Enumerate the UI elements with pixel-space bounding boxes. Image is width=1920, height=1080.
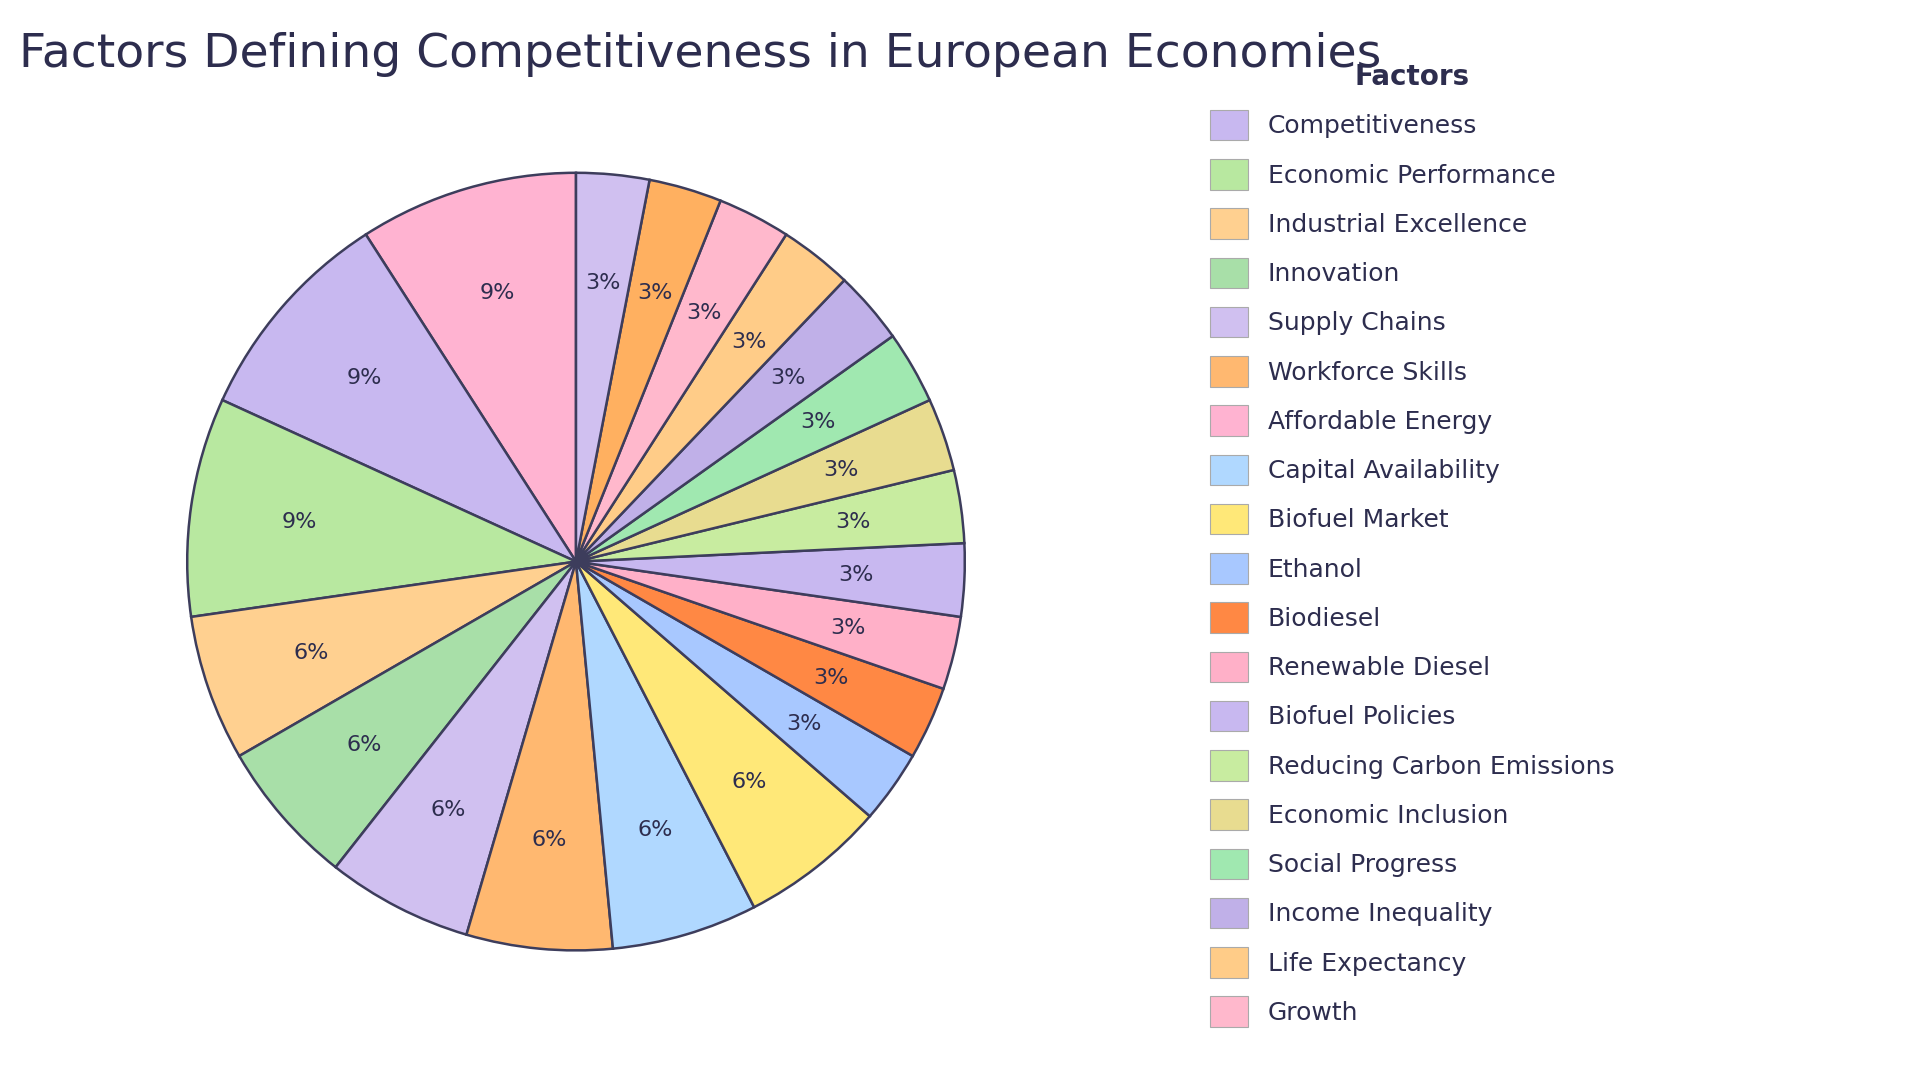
Text: 3%: 3% [787, 714, 822, 734]
Text: 3%: 3% [586, 273, 620, 293]
Text: 3%: 3% [770, 368, 804, 389]
Wedge shape [576, 543, 964, 617]
Text: 3%: 3% [812, 667, 849, 688]
Legend: Competitiveness, Economic Performance, Industrial Excellence, Innovation, Supply: Competitiveness, Economic Performance, I… [1204, 56, 1622, 1035]
Wedge shape [576, 562, 960, 689]
Text: 3%: 3% [829, 618, 866, 637]
Wedge shape [576, 470, 964, 562]
Wedge shape [576, 400, 954, 562]
Text: 3%: 3% [687, 302, 722, 323]
Wedge shape [576, 562, 912, 816]
Text: 3%: 3% [732, 332, 766, 352]
Wedge shape [576, 180, 720, 562]
Text: 9%: 9% [280, 512, 317, 531]
Wedge shape [240, 562, 576, 867]
Text: Factors Defining Competitiveness in European Economies: Factors Defining Competitiveness in Euro… [19, 32, 1382, 78]
Wedge shape [576, 234, 845, 562]
Wedge shape [576, 173, 649, 562]
Text: 6%: 6% [532, 831, 566, 850]
Wedge shape [467, 562, 612, 950]
Wedge shape [576, 336, 929, 562]
Wedge shape [576, 562, 755, 948]
Wedge shape [576, 201, 785, 562]
Text: 3%: 3% [824, 460, 858, 480]
Text: 3%: 3% [837, 565, 874, 585]
Text: 6%: 6% [294, 644, 328, 663]
Wedge shape [576, 562, 943, 756]
Wedge shape [336, 562, 576, 934]
Text: 6%: 6% [348, 734, 382, 755]
Wedge shape [576, 280, 893, 562]
Text: 6%: 6% [430, 800, 465, 821]
Wedge shape [367, 173, 576, 562]
Text: 3%: 3% [637, 283, 672, 303]
Text: 6%: 6% [732, 771, 766, 792]
Wedge shape [192, 562, 576, 756]
Text: 3%: 3% [835, 512, 872, 531]
Text: 9%: 9% [480, 283, 515, 303]
Text: 3%: 3% [801, 411, 835, 432]
Wedge shape [188, 400, 576, 617]
Wedge shape [576, 562, 870, 907]
Text: 9%: 9% [348, 368, 382, 389]
Wedge shape [223, 234, 576, 562]
Text: 6%: 6% [637, 820, 672, 840]
